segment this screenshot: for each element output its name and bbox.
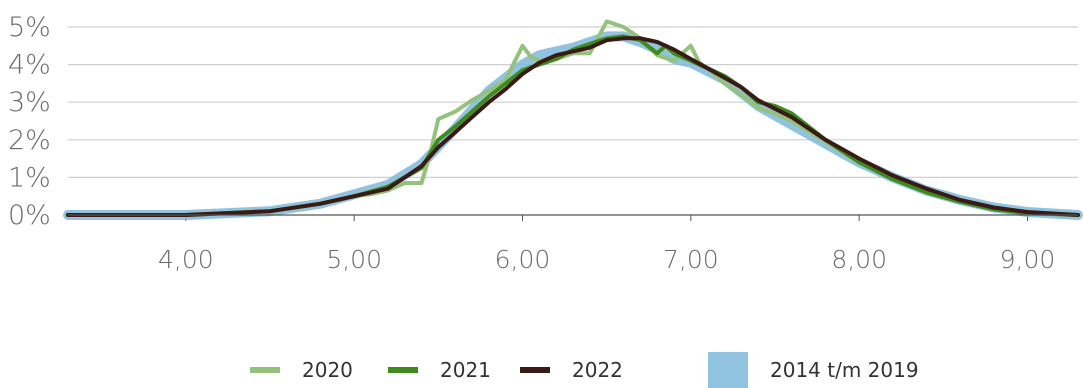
- x-tick-label: 4,00: [158, 245, 214, 274]
- distribution-chart: 0% 1% 2% 3% 4% 5% 4,00 5,00 6,00 7,00 8,00 9,00: [8, 12, 1083, 274]
- series-line-2022: [66, 36, 1080, 217]
- legend-swatch-2022: [520, 367, 550, 373]
- y-tick-label: 3%: [8, 87, 51, 118]
- legend: 2020 2021 2022 2014 t/m 2019: [0, 352, 1083, 388]
- x-tick-label: 7,00: [663, 245, 719, 274]
- series-layer: [63, 19, 1083, 220]
- x-axis-labels: 4,00 5,00 6,00 7,00 8,00 9,00: [158, 215, 1055, 274]
- x-tick-label: 5,00: [326, 245, 382, 274]
- legend-swatch-2020: [250, 367, 280, 373]
- legend-swatch-2014-2019: [708, 352, 748, 388]
- legend-label-2022: 2022: [572, 358, 623, 382]
- y-tick-label: 1%: [8, 162, 51, 193]
- legend-item-2014-2019: 2014 t/m 2019: [708, 352, 919, 388]
- x-tick-label: 8,00: [831, 245, 887, 274]
- y-tick-label: 2%: [8, 125, 51, 156]
- legend-label-2021: 2021: [440, 358, 491, 382]
- y-tick-label: 5%: [8, 12, 51, 43]
- x-tick-label: 9,00: [1000, 245, 1056, 274]
- grid-lines: [68, 26, 1078, 178]
- x-tick-label: 6,00: [495, 245, 551, 274]
- legend-item-2022: 2022: [520, 352, 623, 388]
- y-tick-label: 0%: [8, 200, 51, 231]
- y-tick-label: 4%: [8, 50, 51, 81]
- legend-item-2021: 2021: [388, 352, 491, 388]
- legend-label-2014-2019: 2014 t/m 2019: [770, 358, 919, 382]
- legend-swatch-2021: [388, 367, 418, 373]
- legend-label-2020: 2020: [302, 358, 353, 382]
- y-axis-labels: 0% 1% 2% 3% 4% 5%: [8, 12, 51, 231]
- legend-item-2020: 2020: [250, 352, 353, 388]
